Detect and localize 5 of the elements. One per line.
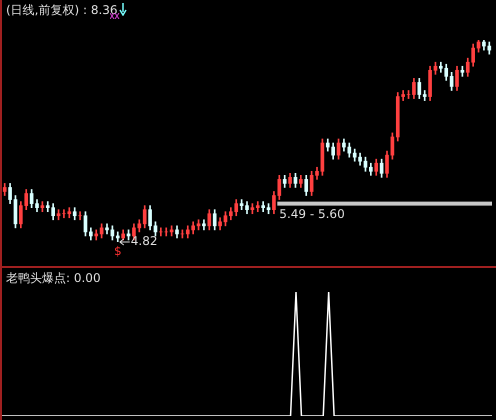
chart-title: 老鸭头爆点: 0.00: [6, 270, 101, 287]
band-label: 5.49 - 5.60: [279, 206, 345, 221]
annotation: 4.82: [130, 234, 158, 248]
chart-title: (日线,前复权) : 8.36: [6, 2, 118, 19]
text: $: [114, 244, 122, 258]
